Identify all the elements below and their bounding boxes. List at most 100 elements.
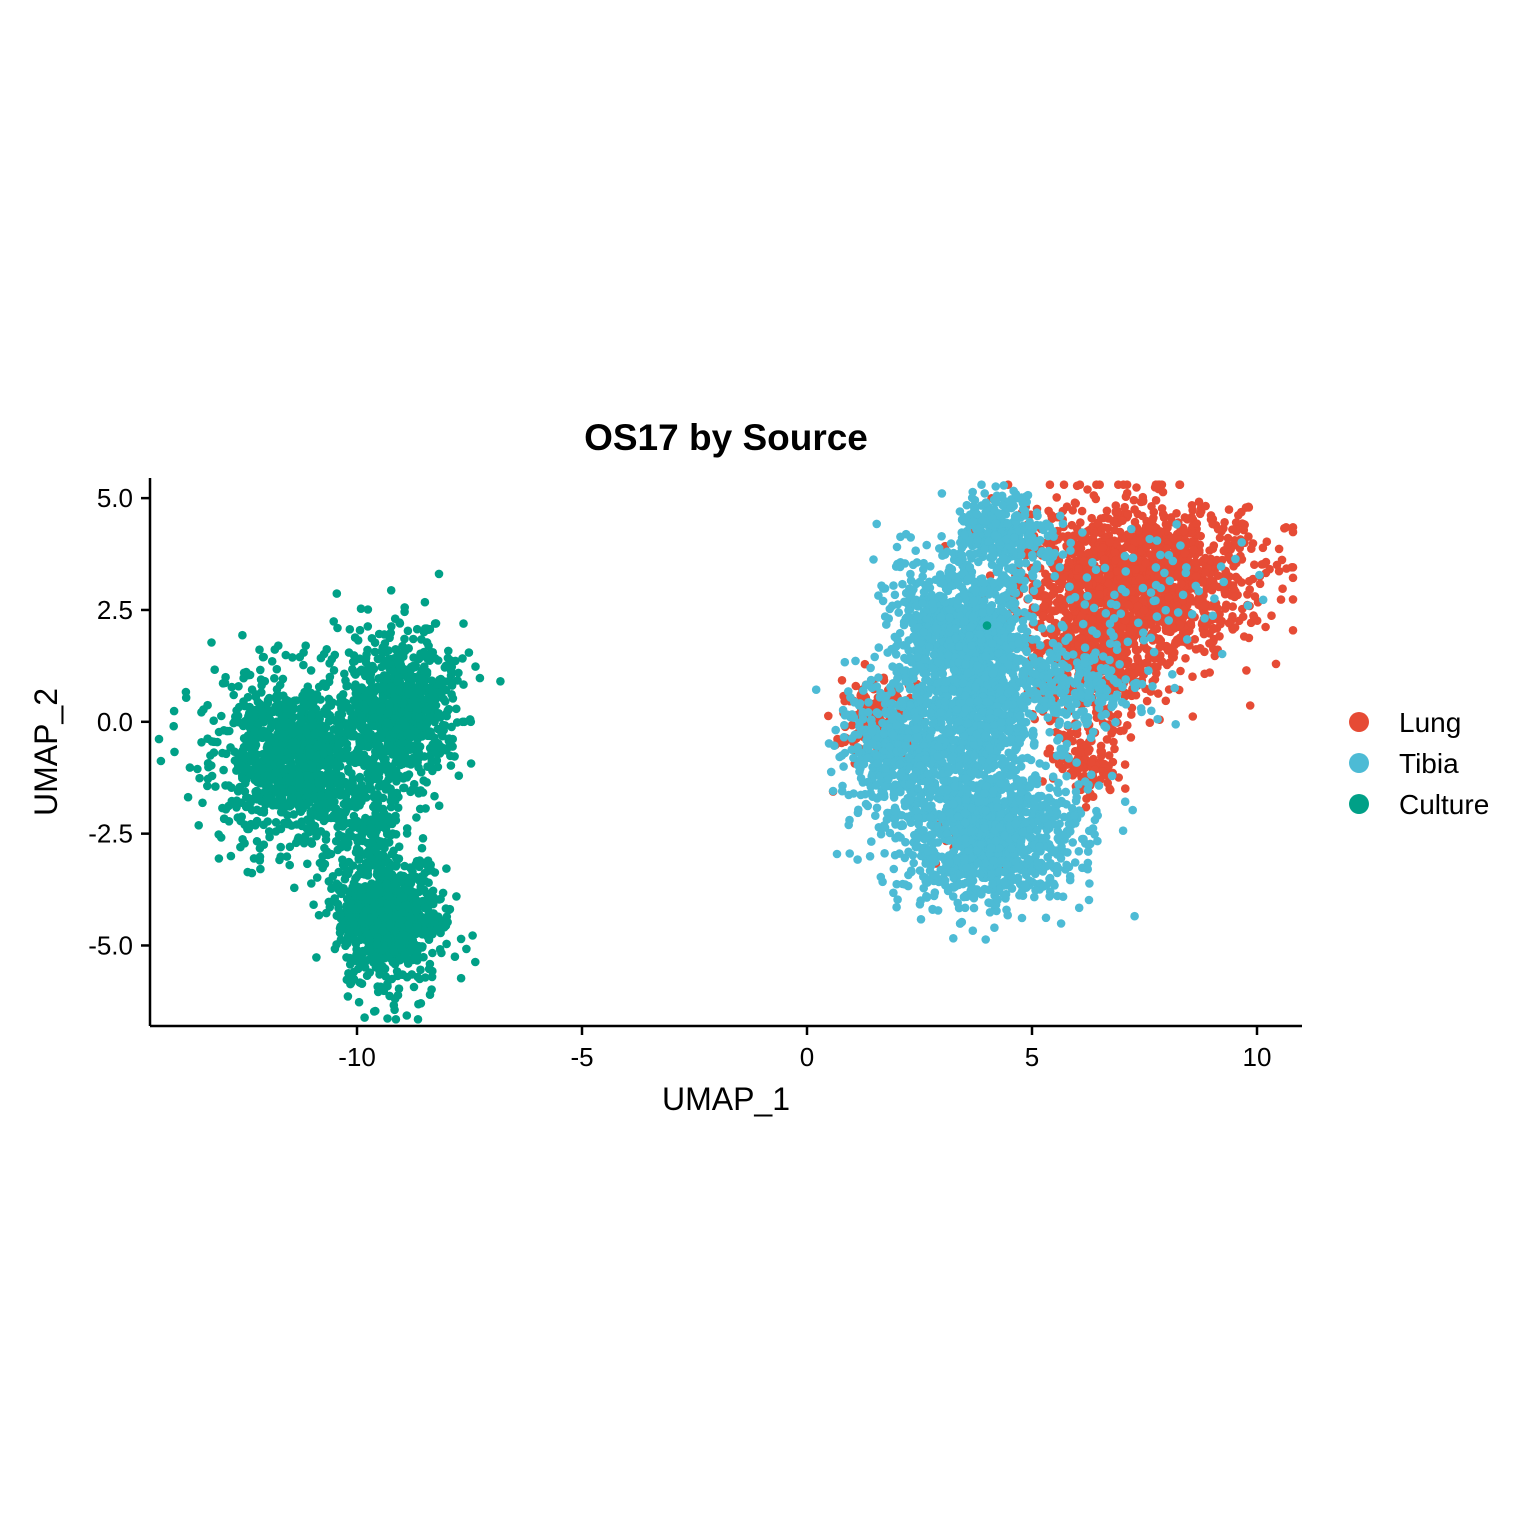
point-tibia [963, 574, 973, 584]
point-lung [1213, 524, 1223, 534]
point-tibia [977, 480, 986, 490]
point-tibia [1022, 646, 1031, 655]
point-tibia [950, 826, 959, 836]
point-lung [1058, 532, 1068, 541]
point-tibia [1083, 785, 1093, 794]
point-lung [1187, 501, 1197, 510]
point-tibia [1065, 875, 1075, 885]
point-tibia [1088, 824, 1098, 833]
point-lung [1177, 579, 1186, 589]
point-lung [1159, 511, 1169, 521]
point-tibia [1035, 842, 1044, 851]
point-tibia [918, 599, 927, 608]
point-tibia [966, 622, 976, 632]
point-lung [1230, 623, 1240, 632]
point-tibia [960, 530, 969, 540]
point-tibia [988, 544, 997, 554]
point-tibia [913, 652, 922, 662]
point-lung [1244, 502, 1253, 512]
point-tibia [923, 847, 933, 856]
point-lung [1062, 502, 1072, 512]
point-tibia [1041, 761, 1050, 771]
point-tibia [999, 607, 1008, 616]
point-tibia [866, 663, 875, 673]
point-lung [1072, 481, 1082, 491]
point-tibia [981, 498, 991, 507]
point-tibia [926, 813, 935, 823]
point-lung [1077, 506, 1087, 516]
point-tibia [925, 642, 934, 652]
point-tibia [1068, 838, 1077, 847]
point-tibia [1128, 805, 1137, 815]
point-lung [1040, 601, 1049, 611]
point-tibia [980, 823, 989, 833]
point-tibia [1083, 864, 1092, 874]
point-lung [1223, 540, 1232, 549]
point-tibia [908, 619, 917, 628]
point-lung [1242, 666, 1251, 675]
point-tibia [1008, 599, 1017, 608]
point-tibia [945, 613, 954, 622]
point-tibia [1019, 584, 1029, 593]
point-lung [1129, 495, 1139, 505]
point-tibia [1118, 826, 1128, 835]
point-tibia [889, 864, 899, 874]
point-tibia [977, 890, 986, 899]
point-lung [1194, 497, 1204, 507]
point-tibia [929, 891, 939, 901]
point-lung [1048, 590, 1057, 599]
point-tibia [1030, 892, 1039, 902]
point-tibia [889, 581, 898, 590]
point-lung [1176, 620, 1185, 630]
point-lung [1190, 635, 1200, 644]
point-tibia [1074, 780, 1083, 789]
point-tibia [1016, 837, 1026, 846]
point-tibia [986, 843, 996, 853]
point-tibia [945, 605, 955, 615]
point-lung [1250, 560, 1259, 569]
point-tibia [998, 500, 1007, 510]
point-tibia [1083, 847, 1093, 856]
point-lung [1267, 611, 1276, 620]
point-tibia [1000, 831, 1009, 840]
point-tibia [987, 601, 996, 610]
point-lung [1188, 712, 1198, 721]
point-tibia [967, 827, 976, 836]
point-lung [1287, 563, 1297, 572]
point-lung [1245, 701, 1255, 710]
point-tibia [931, 623, 940, 633]
point-tibia [925, 866, 935, 876]
point-tibia [1006, 623, 1015, 633]
point-tibia [1008, 498, 1017, 508]
point-lung [1105, 570, 1114, 580]
point-tibia [892, 902, 901, 912]
point-lung [1121, 492, 1131, 502]
point-tibia [894, 831, 903, 841]
point-tibia [891, 642, 901, 651]
point-tibia [990, 531, 1000, 540]
point-lung [1044, 506, 1053, 516]
point-tibia [945, 858, 954, 868]
point-tibia [973, 536, 982, 545]
point-lung [1072, 729, 1082, 739]
point-tibia [1107, 771, 1117, 781]
point-lung [1239, 525, 1249, 535]
point-lung [1156, 527, 1165, 537]
point-lung [1113, 710, 1123, 719]
point-lung [1079, 556, 1088, 566]
point-tibia [1004, 813, 1014, 823]
point-tibia [1063, 848, 1072, 857]
point-lung [1109, 517, 1118, 527]
point-tibia [1017, 913, 1027, 923]
point-tibia [1039, 814, 1049, 823]
point-tibia [1055, 819, 1064, 829]
points-layer [154, 480, 1298, 1024]
point-tibia [1018, 827, 1027, 837]
point-tibia [916, 915, 926, 924]
point-lung [1138, 496, 1148, 505]
point-tibia [1017, 624, 1026, 634]
point-lung [1176, 666, 1185, 676]
point-tibia [913, 612, 923, 621]
point-tibia [960, 808, 970, 818]
